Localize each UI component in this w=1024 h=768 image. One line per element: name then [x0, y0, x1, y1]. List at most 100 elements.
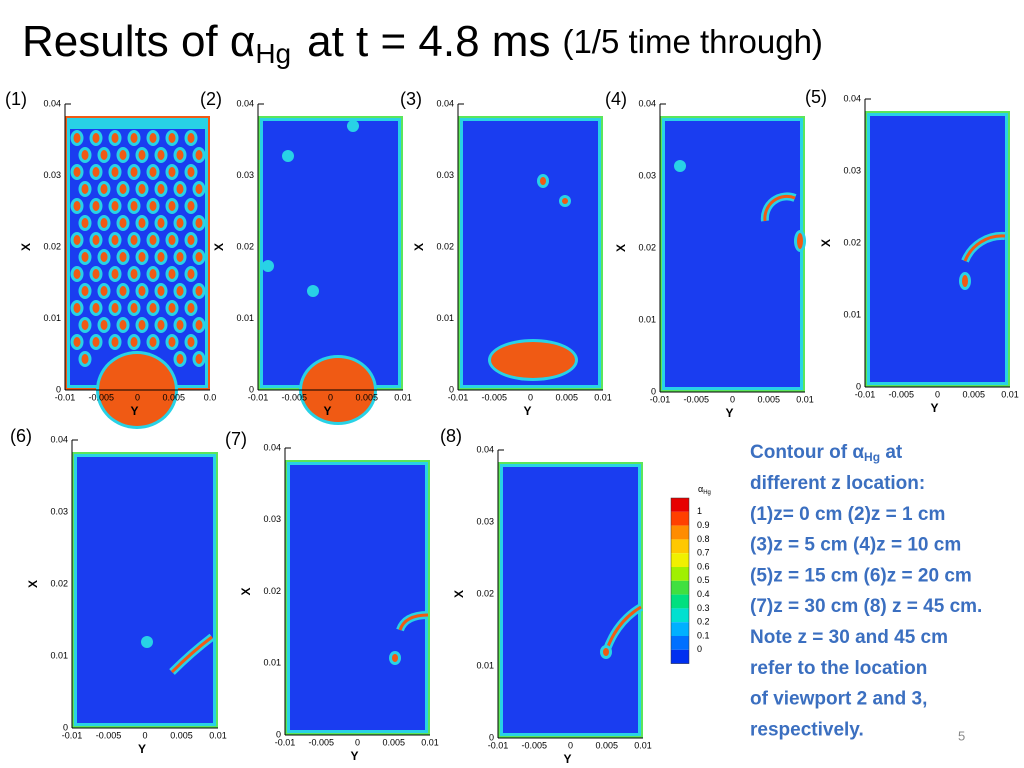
x-tick-label: 0.005	[962, 389, 985, 399]
caption-line: (1)z= 0 cm (2)z = 1 cm	[750, 504, 945, 525]
contour-blob	[195, 252, 203, 262]
contour-field	[665, 121, 800, 387]
contour-blob	[73, 337, 81, 347]
contour-panel: 0 0.01 0.02 0.03 0.04 -0.01 -0.005 0 0.005 0.01 Y X…	[200, 89, 412, 425]
colorbar-level: 0.2	[697, 617, 710, 627]
contour-blob	[130, 167, 138, 177]
contour-blob	[540, 177, 546, 185]
contour-field	[503, 467, 638, 733]
colorbar-level: 0.8	[697, 534, 710, 544]
contour-blob	[962, 275, 968, 287]
contour-blob	[157, 150, 165, 160]
title-main: Results of α	[22, 17, 255, 66]
colorbar-level: 0.4	[697, 589, 710, 599]
contour-blob	[81, 354, 89, 364]
x-tick-label: -0.01	[275, 737, 296, 747]
contour-blob	[138, 184, 146, 194]
contour-blob	[195, 150, 203, 160]
contour-blob	[797, 233, 803, 249]
contour-blob	[111, 303, 119, 313]
contour-field	[870, 116, 1005, 382]
contour-blob	[92, 201, 100, 211]
caption-line: respectively.	[750, 719, 864, 740]
y-tick-label: 0	[489, 732, 494, 742]
x-tick-label: -0.005	[88, 392, 114, 402]
contour-blob	[157, 286, 165, 296]
caption-line: (3)z = 5 cm (4)z = 10 cm	[750, 535, 961, 556]
caption-line: Note z = 30 and 45 cm	[750, 627, 948, 648]
contour-blob	[149, 235, 157, 245]
y-tick-label: 0	[249, 384, 254, 394]
contour-field	[290, 465, 425, 730]
contour-blob	[81, 252, 89, 262]
contour-blob	[187, 269, 195, 279]
y-tick-label: 0.02	[436, 241, 454, 251]
x-tick-label: 0.01	[594, 392, 612, 402]
y-tick-label: 0.01	[236, 313, 254, 323]
x-tick-label: 0.005	[555, 392, 578, 402]
contour-blob	[92, 235, 100, 245]
contour-blob	[157, 184, 165, 194]
colorbar-swatch	[671, 539, 689, 554]
caption-line: (7)z = 30 cm (8) z = 45 cm.	[750, 596, 982, 617]
caption-pre: Contour of α	[750, 442, 864, 463]
contour-blob	[119, 150, 127, 160]
y-tick-label: 0	[651, 386, 656, 396]
y-axis-label: X	[819, 239, 833, 247]
colorbar-frame	[670, 497, 690, 664]
x-tick-label: 0.01	[421, 737, 439, 747]
x-tick-label: -0.01	[62, 730, 83, 740]
panel-label: (5)	[805, 87, 827, 107]
y-tick-label: 0.04	[476, 444, 494, 454]
colorbar-swatch	[671, 649, 689, 664]
contour-blob	[138, 218, 146, 228]
colorbar-level: 0.6	[697, 561, 710, 571]
colorbar-level: 0.5	[697, 575, 710, 585]
contour-blob	[73, 303, 81, 313]
contour-blob	[130, 269, 138, 279]
contour-blob	[195, 354, 203, 364]
x-tick-label: -0.01	[488, 740, 509, 750]
contour-blob	[73, 201, 81, 211]
y-tick-label: 0.01	[50, 650, 68, 660]
caption: Contour of αHg at different z location: (…	[750, 442, 982, 740]
contour-blob	[138, 286, 146, 296]
x-tick-label: 0.005	[355, 392, 378, 402]
contour-blob	[392, 654, 398, 662]
contour-blob	[195, 184, 203, 194]
x-tick-label: 0.01	[209, 730, 227, 740]
contour-blob	[92, 269, 100, 279]
contour-blob	[168, 235, 176, 245]
colorbar-swatch	[671, 580, 689, 595]
contour-blob	[81, 150, 89, 160]
contour-blob	[149, 337, 157, 347]
colorbar-swatch	[671, 622, 689, 636]
contour-blob	[111, 235, 119, 245]
panel-label: (7)	[225, 429, 247, 449]
caption-line: of viewport 2 and 3,	[750, 689, 927, 710]
y-tick-label: 0.03	[50, 506, 68, 516]
contour-blob	[111, 133, 119, 143]
y-axis-label: X	[614, 244, 628, 252]
contour-blob	[603, 648, 609, 656]
x-tick-label: 0.005	[757, 394, 780, 404]
contour-blob	[168, 133, 176, 143]
contour-panel: 0 0.01 0.02 0.03 0.04 -0.01 -0.005 0 0.005 0.01 Y X…	[10, 426, 227, 756]
contour-panel: 0 0.01 0.02 0.03 0.04 -0.01 -0.005 0 0.005 0.01 Y X…	[400, 89, 612, 418]
contour-blob	[157, 320, 165, 330]
y-tick-label: 0.04	[43, 98, 61, 108]
contour-blob	[144, 639, 150, 645]
x-tick-label: -0.005	[96, 730, 122, 740]
caption-line: different z location:	[750, 473, 925, 494]
contour-blob	[130, 133, 138, 143]
contour-blob	[111, 337, 119, 347]
contour-arc	[763, 194, 796, 222]
contour-blob	[73, 235, 81, 245]
caption-line: Contour of αHg at	[750, 442, 903, 464]
y-tick-label: 0	[856, 381, 861, 391]
y-tick-label: 0.03	[843, 165, 861, 175]
colorbar-level: 0.3	[697, 603, 710, 613]
y-tick-label: 0.02	[43, 241, 61, 251]
x-axis-label: Y	[725, 406, 733, 420]
contour-arc	[398, 613, 429, 631]
